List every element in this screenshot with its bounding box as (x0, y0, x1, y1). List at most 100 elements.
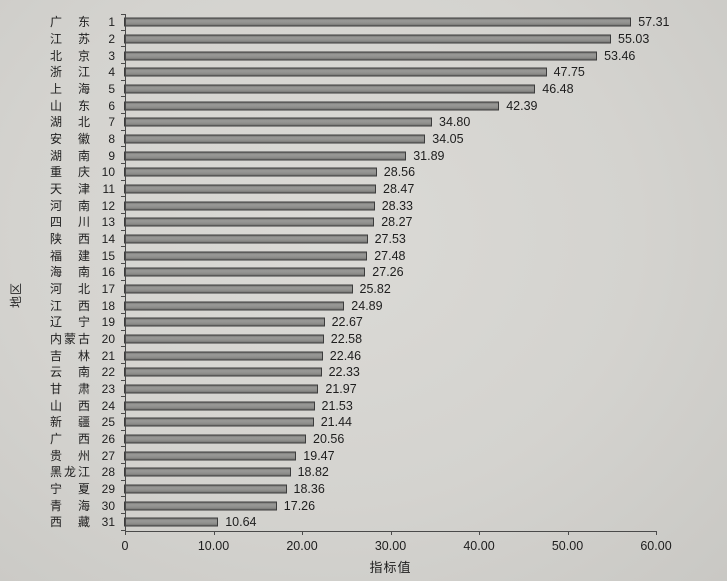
x-axis-tick-label: 0 (121, 539, 129, 553)
bar-value-label: 18.36 (293, 482, 325, 497)
bar (124, 167, 377, 177)
bar-row: 陕西 14 27.53 (0, 231, 727, 248)
bar-cell: 53.46 (124, 47, 727, 64)
bar-cell: 18.36 (124, 481, 727, 498)
bar (124, 134, 426, 144)
x-axis-tick (656, 531, 657, 535)
rank-label: 13 (101, 215, 115, 230)
bar (124, 101, 500, 111)
rank-label: 15 (101, 248, 115, 263)
bar (124, 501, 277, 511)
bar (124, 351, 323, 361)
bar-row: 吉林 21 22.46 (0, 347, 727, 364)
category-label: 江苏 (50, 32, 90, 46)
x-axis-tick-label: 10.00 (197, 539, 230, 553)
bar (124, 117, 432, 127)
bar-value-label: 34.05 (432, 132, 464, 147)
rank-label: 20 (101, 332, 115, 347)
bar-row: 山西 24 21.53 (0, 397, 727, 414)
bar-cell: 57.31 (124, 14, 727, 31)
bar-value-label: 42.39 (506, 98, 538, 113)
x-axis-tick (213, 531, 215, 535)
rank-label: 25 (101, 415, 115, 430)
rank-label: 2 (108, 32, 115, 46)
bar (124, 217, 375, 227)
category-label: 吉林 (50, 348, 90, 363)
category-label: 云南 (50, 365, 90, 380)
bar-row: 北京 3 53.46 (0, 47, 727, 64)
rank-label: 12 (101, 198, 115, 213)
category-label: 浙江 (50, 65, 90, 80)
bar-cell: 21.53 (124, 397, 727, 414)
rank-label: 3 (108, 48, 115, 63)
bar-cell: 27.26 (124, 264, 727, 281)
rank-label: 19 (101, 315, 115, 330)
bar-value-label: 21.97 (325, 382, 357, 397)
bar-cell: 34.05 (124, 131, 727, 148)
bar-value-label: 28.33 (381, 198, 413, 213)
bar-cell: 31.89 (124, 147, 727, 164)
bar (124, 34, 611, 44)
category-label: 内蒙古 (50, 332, 90, 347)
bar (124, 251, 368, 261)
rank-label: 16 (101, 265, 115, 280)
category-label: 湖北 (50, 115, 90, 130)
bar-value-label: 27.48 (374, 248, 406, 263)
bar (124, 184, 376, 194)
bar-cell: 42.39 (124, 97, 727, 114)
category-label: 天津 (50, 182, 90, 197)
bar-row: 浙江 4 47.75 (0, 64, 727, 81)
bar-cell: 22.46 (124, 347, 727, 364)
bar-value-label: 18.82 (297, 465, 329, 480)
y-axis-line (125, 14, 126, 531)
bar-cell: 25.82 (124, 281, 727, 298)
bar (124, 67, 547, 77)
category-label: 甘肃 (50, 382, 90, 397)
rank-label: 8 (108, 132, 115, 147)
bar-value-label: 20.56 (313, 432, 345, 447)
category-label: 陕西 (50, 232, 90, 247)
bar-row: 广西 26 20.56 (0, 431, 727, 448)
bar-value-label: 47.75 (553, 65, 585, 80)
x-axis-tick (302, 531, 303, 535)
category-label: 北京 (50, 48, 90, 63)
bar-value-label: 27.53 (374, 232, 406, 247)
bar-cell: 28.56 (124, 164, 727, 181)
category-label: 江西 (50, 298, 90, 313)
x-axis-tick (125, 531, 126, 535)
bar-value-label: 21.44 (320, 415, 352, 430)
rank-label: 31 (101, 515, 115, 530)
bar-cell: 10.64 (124, 514, 727, 531)
bar-value-label: 25.82 (359, 282, 391, 297)
category-label: 河北 (50, 282, 90, 297)
rank-label: 28 (101, 465, 115, 480)
bar (124, 367, 322, 377)
bar-cell: 46.48 (124, 81, 727, 98)
bar-cell: 28.47 (124, 181, 727, 198)
bar-value-label: 21.53 (321, 398, 353, 413)
category-label: 上海 (50, 82, 90, 97)
bar (124, 384, 319, 394)
rank-label: 22 (101, 365, 115, 380)
rank-label: 6 (108, 98, 115, 113)
category-label: 重庆 (50, 165, 90, 180)
bar-row: 贵州 27 19.47 (0, 447, 727, 464)
category-label: 山东 (50, 98, 90, 113)
rank-label: 24 (101, 398, 115, 413)
bar-value-label: 57.31 (638, 15, 670, 30)
x-axis-tick-label: 20.00 (286, 539, 318, 553)
category-label: 海南 (50, 265, 90, 280)
rank-label: 7 (108, 115, 115, 130)
bar-row: 山东 6 42.39 (0, 97, 727, 114)
bar-value-label: 27.26 (372, 265, 404, 280)
bar (124, 417, 314, 427)
category-label: 西藏 (50, 515, 90, 530)
bar-value-label: 28.47 (383, 182, 415, 197)
category-label: 贵州 (50, 448, 90, 463)
bar-row: 河北 17 25.82 (0, 281, 727, 298)
category-label: 河南 (50, 198, 90, 213)
bar (124, 467, 291, 477)
bar-value-label: 22.46 (329, 348, 362, 363)
bar-row: 福建 15 27.48 (0, 247, 727, 264)
rank-label: 4 (108, 65, 115, 80)
